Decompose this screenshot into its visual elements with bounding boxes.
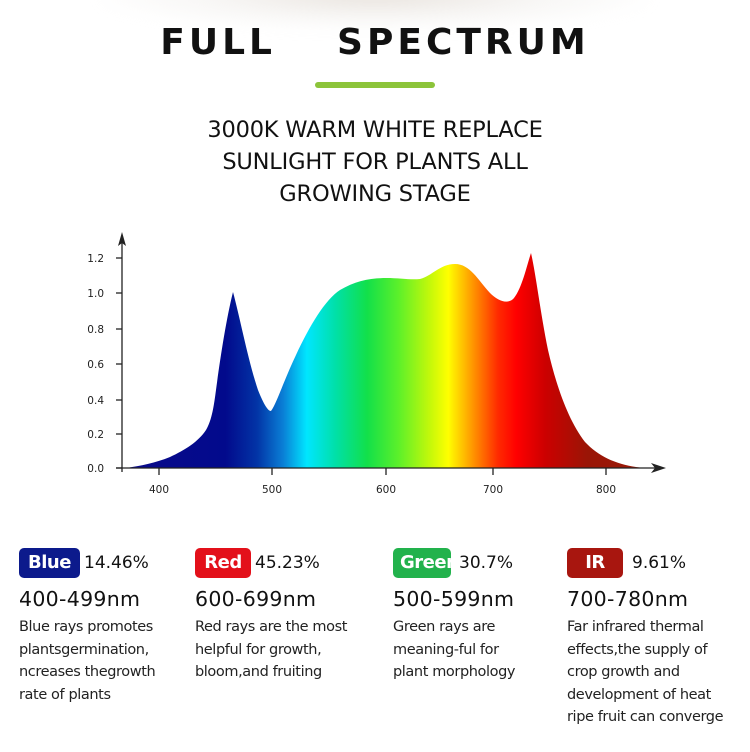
band-badge-blue: Blue: [19, 548, 80, 578]
band-card-ir: IR 9.61% 700-780nm Far infrared thermal …: [567, 547, 724, 729]
band-badge-ir: IR: [567, 548, 623, 578]
y-axis-arrow-icon: [118, 232, 126, 246]
subtitle-line: SUNLIGHT FOR PLANTS ALL: [222, 149, 528, 175]
band-percent: 30.7%: [459, 553, 514, 573]
top-background-glow: [100, 0, 650, 30]
band-description: Blue rays promotes plantsgermination, nc…: [19, 616, 156, 706]
band-header: Green 30.7%: [393, 547, 515, 579]
y-tick-label: 0.6: [87, 359, 104, 371]
x-tick-label: 400: [149, 484, 169, 496]
spectrum-chart: 0.0 0.2 0.4 0.6 0.8 1.0 1.2 400 500 600 …: [87, 232, 666, 496]
spectrum-area: [126, 253, 645, 468]
description-line: ripe fruit can converge: [567, 709, 724, 725]
band-header: Red 45.23%: [195, 547, 347, 579]
description-line: plant morphology: [393, 664, 516, 680]
band-header: Blue 14.46%: [19, 547, 155, 579]
band-range: 400-499nm: [19, 587, 141, 611]
band-description: Far infrared thermal effects,the supply …: [567, 616, 724, 729]
page-title: FULL SPECTRUM: [160, 22, 590, 63]
y-tick-label: 0.2: [87, 429, 104, 441]
description-line: rate of plants: [19, 686, 111, 703]
x-tick-label: 800: [596, 484, 616, 496]
description-line: development of heat: [567, 686, 711, 703]
description-line: Green rays are: [393, 619, 495, 635]
band-percent: 9.61%: [632, 553, 687, 573]
band-description: Red rays are the most helpful for growth…: [195, 616, 347, 684]
band-percent: 45.23%: [255, 553, 320, 573]
description-line: meaning-ful for: [393, 641, 499, 658]
x-tick-label: 700: [483, 484, 503, 496]
band-range: 600-699nm: [195, 587, 317, 611]
description-line: plantsgermination,: [19, 641, 149, 658]
subtitle-line: 3000K WARM WHITE REPLACE: [207, 117, 543, 143]
y-tick-label: 0.8: [87, 324, 104, 336]
description-line: helpful for growth,: [195, 641, 322, 658]
x-tick-label: 600: [376, 484, 396, 496]
description-line: effects,the supply of: [567, 641, 708, 658]
description-line: Blue rays promotes: [19, 619, 153, 635]
subtitle: 3000K WARM WHITE REPLACE SUNLIGHT FOR PL…: [0, 114, 750, 210]
x-axis-arrow-icon: [651, 463, 666, 473]
band-range: 500-599nm: [393, 587, 515, 611]
band-header: IR 9.61%: [567, 547, 723, 579]
y-tick-label: 1.2: [87, 253, 104, 265]
y-axis: [116, 240, 123, 472]
band-card-green: Green 30.7% 500-599nm Green rays are mea…: [393, 547, 516, 684]
x-tick-label: 500: [262, 484, 282, 496]
band-range: 700-780nm: [567, 587, 689, 611]
description-line: Far infrared thermal: [567, 619, 704, 635]
band-card-red: Red 45.23% 600-699nm Red rays are the mo…: [195, 547, 347, 684]
band-badge-red: Red: [195, 548, 251, 578]
band-badge-green: Green: [393, 548, 459, 578]
title-underline-accent: [315, 82, 435, 88]
description-line: bloom,and fruiting: [195, 664, 322, 680]
y-tick-label: 0.4: [87, 395, 104, 407]
x-axis: [116, 467, 655, 475]
subtitle-line: GROWING STAGE: [279, 181, 471, 207]
band-card-blue: Blue 14.46% 400-499nm Blue rays promotes…: [19, 547, 156, 706]
y-tick-label: 0.0: [87, 463, 104, 475]
description-line: crop growth and: [567, 664, 680, 680]
description-line: Red rays are the most: [195, 619, 348, 635]
band-percent: 14.46%: [84, 553, 149, 573]
band-description: Green rays are meaning-ful for plant mor…: [393, 616, 516, 684]
y-tick-label: 1.0: [87, 288, 104, 300]
description-line: ncreases thegrowth: [19, 664, 156, 680]
